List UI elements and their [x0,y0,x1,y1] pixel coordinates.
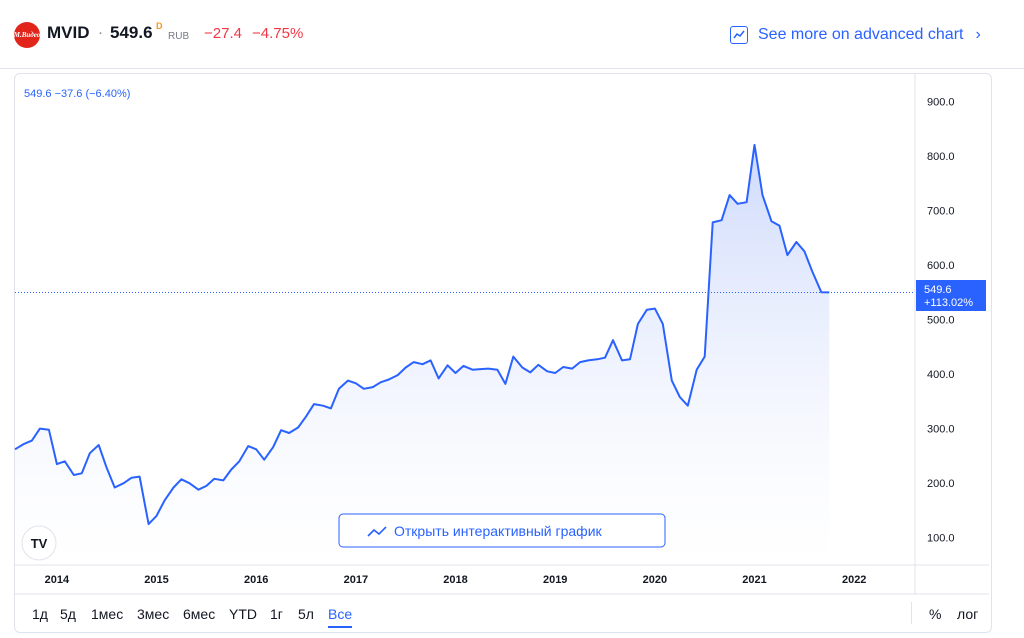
chart-line-icon [730,26,748,44]
log-scale-button[interactable]: лог [957,606,979,622]
last-price-tag [916,280,986,311]
range-1d[interactable]: 1д [32,606,48,622]
open-interactive-chart-label: Открыть интерактивный график [394,523,603,539]
time-axis-tick: 2018 [443,574,467,586]
time-axis-tick: 2020 [643,574,667,586]
range-1y[interactable]: 1г [270,606,283,622]
currency-label: RUB [168,31,190,42]
price-area-fill [15,144,830,565]
range-5y[interactable]: 5л [298,606,314,622]
toolbar-separator [911,602,912,624]
symbol-header: M.Видео MVID · 549.6 D RUB −27.4 −4.75% … [0,0,1024,68]
price-axis-tick: 300.0 [927,424,955,436]
tradingview-logo: TV [31,536,48,551]
trend-icon [367,526,387,537]
time-axis-tick: 2015 [144,574,168,586]
header-divider [0,68,1024,69]
price-change: −27.4 [204,25,242,42]
price-axis-tick: 900.0 [927,96,955,108]
advanced-chart-link[interactable]: See more on advanced chart › [730,22,981,48]
range-1m[interactable]: 1мес [91,606,124,622]
time-axis-tick: 2021 [742,574,766,586]
company-logo: M.Видео [14,22,40,48]
range-3m[interactable]: 3мес [137,606,170,622]
last-price: 549.6 [110,23,153,42]
tradingview-watermark [21,525,57,561]
chevron-right-icon: › [975,26,981,43]
price-axis-tick: 400.0 [927,369,955,381]
time-axis-tick: 2022 [842,574,866,586]
open-interactive-chart-button[interactable]: Открыть интерактивный график [338,513,666,548]
ticker-symbol: MVID [47,23,90,42]
price-axis-tick: 500.0 [927,315,955,327]
price-axis-tick: 800.0 [927,151,955,163]
range-ytd[interactable]: YTD [229,606,257,622]
last-price-tag-change: +113.02% [924,297,973,309]
time-axis-tick: 2016 [244,574,268,586]
range-all[interactable]: Все [328,606,353,628]
range-toolbar: 1д 5д 1мес 3мес 6мес YTD 1г 5л Все % лог [14,598,990,628]
price-axis-tick: 700.0 [927,205,955,217]
price-change-percent: −4.75% [252,25,304,42]
price-line [14,143,830,526]
time-axis-tick: 2014 [45,574,70,586]
header-separator: · [98,24,103,41]
price-axis-tick: 100.0 [927,533,955,545]
advanced-chart-label: See more on advanced chart [758,26,964,43]
time-axis-tick: 2017 [344,574,368,586]
range-5d[interactable]: 5д [60,606,76,622]
price-axis-tick: 200.0 [927,478,955,490]
range-change-label: 549.6 −37.6 (−6.40%) [24,88,130,100]
last-price-tag-value: 549.6 [924,284,952,296]
percent-scale-button[interactable]: % [929,606,942,622]
chart-frame [14,73,992,633]
time-axis-tick: 2019 [543,574,567,586]
range-6m[interactable]: 6мес [183,606,216,622]
delayed-mark: D [156,21,163,31]
price-axis-tick: 600.0 [927,260,955,272]
